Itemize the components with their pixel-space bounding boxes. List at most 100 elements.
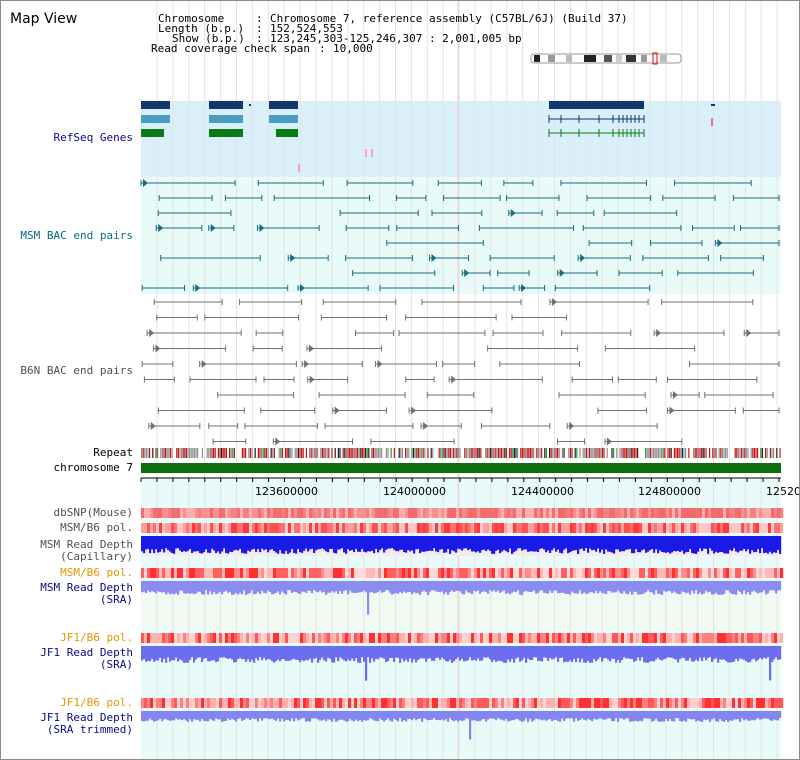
msm-depth-capillary-bar bbox=[273, 536, 276, 552]
jf1-pol-cell bbox=[144, 633, 148, 643]
msm-depth-capillary-bar bbox=[717, 536, 720, 553]
dbsnp-cell bbox=[723, 508, 727, 518]
jf1-depth-trimmed-bar bbox=[567, 711, 570, 719]
msm-depth-capillary-bar bbox=[339, 536, 342, 550]
dbsnp-cell bbox=[696, 508, 700, 518]
jf1-pol2-cell bbox=[606, 698, 610, 708]
msm-depth-capillary-bar bbox=[263, 536, 266, 551]
msm-depth-capillary-bar bbox=[219, 536, 222, 554]
msm-pol2-cell bbox=[183, 568, 187, 578]
jf1-depth-sra-bar bbox=[701, 646, 704, 662]
msm-depth-sra-bar bbox=[775, 581, 778, 594]
msm-pol2-cell bbox=[303, 568, 307, 578]
jf1-depth-trimmed-bar bbox=[227, 711, 230, 719]
repeat-element bbox=[422, 448, 424, 458]
msm-depth-capillary-bar bbox=[539, 536, 542, 549]
repeat-element bbox=[512, 448, 514, 458]
repeat-element bbox=[598, 448, 600, 458]
track-label-refseq[interactable]: RefSeq Genes bbox=[53, 131, 133, 144]
jf1-depth-sra-bar bbox=[687, 646, 690, 661]
msm-pol2-cell bbox=[600, 568, 604, 578]
msm-pol-cell bbox=[387, 523, 391, 533]
track-label-jf1-depth-trimmed[interactable]: JF1 Read Depth bbox=[40, 711, 133, 724]
msm-depth-sra-bar bbox=[337, 581, 340, 594]
track-label-msm-pol[interactable]: MSM/B6 pol. bbox=[60, 521, 133, 534]
msm-pol-cell bbox=[273, 523, 277, 533]
jf1-pol-cell bbox=[231, 633, 235, 643]
msm-pol2-cell bbox=[384, 568, 388, 578]
track-label-repeat[interactable]: Repeat bbox=[93, 446, 133, 459]
jf1-depth-trimmed-bar bbox=[671, 711, 674, 722]
jf1-pol2-cell bbox=[657, 698, 661, 708]
jf1-pol-cell bbox=[582, 633, 586, 643]
msm-pol2-cell bbox=[264, 568, 268, 578]
info-length-key: Length (b.p.) bbox=[158, 22, 245, 35]
jf1-depth-trimmed-bar bbox=[777, 711, 780, 721]
repeat-element bbox=[568, 448, 570, 458]
jf1-depth-sra-bar bbox=[707, 646, 710, 658]
jf1-depth-trimmed-bar bbox=[243, 711, 246, 720]
jf1-pol2-cell bbox=[642, 698, 646, 708]
track-label-msm-bac[interactable]: MSM BAC end pairs bbox=[20, 229, 133, 242]
jf1-pol-cell bbox=[744, 633, 748, 643]
msm-pol2-cell bbox=[591, 568, 595, 578]
msm-depth-sra-bar bbox=[773, 581, 776, 591]
msm-depth-sra-bar bbox=[621, 581, 624, 594]
track-label-dbsnp[interactable]: dbSNP(Mouse) bbox=[53, 506, 133, 519]
jf1-pol2-cell bbox=[465, 698, 469, 708]
jf1-pol2-cell bbox=[612, 698, 616, 708]
dbsnp-cell bbox=[681, 508, 685, 518]
repeat-element bbox=[603, 448, 605, 458]
jf1-pol-cell bbox=[366, 633, 370, 643]
jf1-pol2-cell bbox=[153, 698, 157, 708]
msm-pol-cell bbox=[732, 523, 736, 533]
jf1-depth-sra-bar bbox=[567, 646, 570, 662]
dbsnp-cell bbox=[717, 508, 721, 518]
repeat-element bbox=[296, 448, 298, 458]
msm-depth-sra-bar bbox=[771, 581, 774, 591]
track-label-jf1-pol[interactable]: JF1/B6 pol. bbox=[60, 631, 133, 644]
track-label-jf1-pol-2[interactable]: JF1/B6 pol. bbox=[60, 696, 133, 709]
jf1-pol-cell bbox=[321, 633, 325, 643]
msm-pol2-cell bbox=[645, 568, 649, 578]
msm-depth-sra-bar bbox=[689, 581, 692, 595]
jf1-depth-trimmed-bar bbox=[261, 711, 264, 721]
track-label-jf1-depth-sra[interactable]: JF1 Read Depth bbox=[40, 646, 133, 659]
jf1-pol2-cell bbox=[210, 698, 214, 708]
jf1-depth-sra-bar bbox=[213, 646, 216, 661]
msm-pol-cell bbox=[213, 523, 217, 533]
repeat-element bbox=[693, 448, 695, 458]
track-label-msm-depth-sra[interactable]: MSM Read Depth bbox=[40, 581, 133, 594]
jf1-depth-trimmed-bar bbox=[527, 711, 530, 722]
b6n-bac-pair-arrow bbox=[411, 406, 417, 415]
track-label-chromosome[interactable]: chromosome 7 bbox=[53, 461, 133, 474]
jf1-pol2-cell bbox=[204, 698, 208, 708]
jf1-pol2-cell bbox=[417, 698, 421, 708]
msm-depth-sra-bar bbox=[625, 581, 628, 594]
msm-pol-cell bbox=[720, 523, 724, 533]
msm-depth-capillary-bar bbox=[593, 536, 596, 550]
repeat-element bbox=[171, 448, 173, 458]
jf1-pol-cell bbox=[318, 633, 322, 643]
track-label-msm-depth-capillary[interactable]: MSM Read Depth bbox=[40, 538, 133, 551]
jf1-depth-sra-bar bbox=[239, 646, 242, 659]
jf1-pol-cell bbox=[339, 633, 343, 643]
jf1-depth-trimmed-bar bbox=[511, 711, 514, 721]
jf1-depth-trimmed-bar bbox=[439, 711, 442, 721]
jf1-depth-sra-bar bbox=[305, 646, 308, 660]
track-label-b6n-bac[interactable]: B6N BAC end pairs bbox=[20, 364, 133, 377]
repeat-element bbox=[472, 448, 474, 458]
jf1-depth-sra-bar bbox=[653, 646, 656, 662]
dbsnp-cell bbox=[501, 508, 505, 518]
dbsnp-cell bbox=[537, 508, 541, 518]
dbsnp-cell bbox=[471, 508, 475, 518]
msm-depth-sra-bar bbox=[755, 581, 758, 593]
track-label-msm-pol-2[interactable]: MSM/B6 pol. bbox=[60, 566, 133, 579]
jf1-depth-sra-bar bbox=[435, 646, 438, 659]
msm-pol2-cell bbox=[777, 568, 781, 578]
jf1-depth-sra-bar bbox=[281, 646, 284, 660]
msm-pol2-cell bbox=[237, 568, 241, 578]
msm-depth-capillary-bar bbox=[723, 536, 726, 554]
jf1-pol2-cell bbox=[651, 698, 655, 708]
